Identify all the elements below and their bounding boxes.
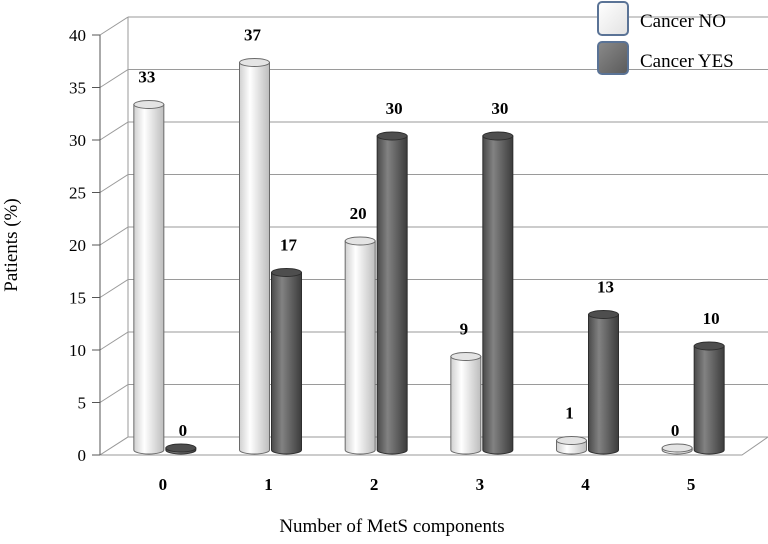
legend-swatch-cancer-no [597,1,629,36]
y-axis-label: Patients (%) [1,198,22,291]
y-tick-label: 30 [69,131,86,150]
bar-cancer-yes [482,131,514,455]
y-tick-label: 20 [69,236,86,255]
y-tick-label: 0 [78,446,87,465]
bar-cap [239,58,270,67]
y-tick-label: 10 [69,341,86,360]
bar-cap [482,131,514,141]
grid-depth-line [99,121,129,141]
grid-depth-line [99,384,129,403]
bar-body [482,135,514,455]
x-tick-label: 3 [476,475,485,494]
y-tick-label: 5 [78,394,87,413]
x-tick-label: 5 [687,475,696,494]
gridlines [98,16,768,456]
bar-cancer-yes [271,268,302,455]
bar-cap [661,443,693,453]
bar-body [344,240,376,455]
bars [133,58,725,455]
grid-depth-line [99,69,129,88]
data-label: 1 [565,404,574,423]
bar-cap [588,310,619,319]
bar-cap [693,341,725,351]
bar-cancer-yes [165,443,197,455]
bar-cancer-no [556,436,587,455]
grid-depth-line [99,174,129,193]
y-tick-label: 40 [69,26,86,45]
x-axis-label: Number of MetS components [279,516,504,537]
legend-label-cancer-yes: Cancer YES [640,51,734,72]
y-tick-label: 25 [69,184,86,203]
data-label: 0 [179,421,188,440]
x-tick-label: 1 [264,475,273,494]
data-label: 13 [597,278,614,297]
data-label: 30 [386,99,403,118]
bar-cancer-no [450,352,482,455]
data-label: 17 [280,236,298,255]
bar-cancer-yes [693,341,725,455]
bar-body [588,314,619,455]
x-tick-label: 4 [581,475,590,494]
bar-cancer-no [133,100,165,455]
bar-cap [376,131,408,141]
data-label: 20 [350,204,367,223]
bar-cancer-yes [376,131,408,455]
x-tick-label: 2 [370,475,379,494]
grid-depth-line [99,16,129,36]
bar-cap [450,352,482,361]
data-label: 33 [138,68,155,87]
legend-label-cancer-no: Cancer NO [640,11,726,32]
bar-cancer-no [661,443,693,455]
data-label: 0 [671,421,680,440]
grid-depth-line [99,331,129,351]
bar-cancer-no [239,58,270,455]
grid-depth-line [99,279,129,298]
data-label: 37 [244,26,262,45]
bar-body [693,345,725,455]
bar-cancer-yes [588,310,619,455]
data-label: 30 [491,99,508,118]
x-tick-label: 0 [159,475,168,494]
legend: Cancer NO Cancer YES [597,1,734,75]
bar-cap [344,236,376,246]
bar-cap [165,443,197,453]
bar-body [239,62,270,455]
legend-swatch-cancer-yes [597,41,629,75]
bar-body [450,356,482,455]
bar-cap [556,436,587,445]
bar-body [133,104,165,455]
y-tick-label: 35 [69,79,86,98]
bar-cancer-no [344,236,376,455]
grid-depth-line [99,226,129,246]
bar-body [271,272,302,455]
data-label: 9 [460,320,469,339]
bar-cap [133,100,165,109]
data-labels: 33 0 37 17 20 30 9 30 1 13 0 10 [138,26,719,441]
data-label: 10 [703,309,720,328]
y-tick-label: 15 [69,289,86,308]
bar-cap [271,268,302,277]
bar-body [376,135,408,455]
